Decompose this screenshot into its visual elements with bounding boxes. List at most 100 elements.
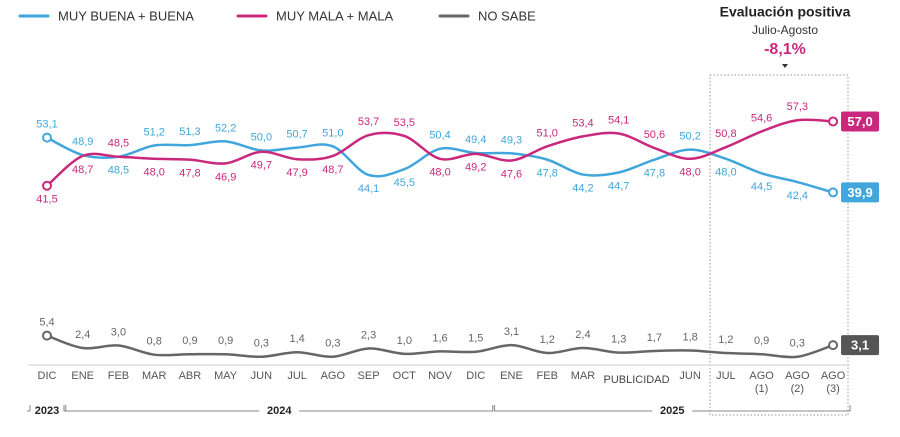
- value-label: 1,6: [432, 332, 447, 344]
- x-tick-label: AGO: [320, 370, 346, 382]
- x-tick-label: JUL: [287, 370, 307, 382]
- value-label: 48,7: [322, 164, 343, 176]
- value-label: 1,3: [611, 334, 626, 346]
- value-label: 1,2: [540, 334, 555, 346]
- x-tick-label: MAR: [570, 370, 596, 382]
- value-label: 3,0: [111, 326, 126, 338]
- value-label: 48,0: [715, 167, 736, 179]
- value-label: 48,0: [143, 167, 164, 179]
- value-label: 54,6: [751, 112, 772, 124]
- value-label: 47,8: [537, 168, 558, 180]
- value-label: 50,0: [251, 131, 272, 143]
- x-tick-label: DIC: [466, 370, 486, 382]
- value-label: 2,4: [575, 329, 590, 341]
- value-label: 53,5: [394, 117, 415, 129]
- value-label: 3,1: [504, 326, 519, 338]
- value-label: 0,3: [254, 338, 269, 350]
- end-value-label: 3,1: [851, 338, 869, 353]
- value-label: 44,7: [608, 180, 629, 192]
- x-tick-label: ENE: [71, 370, 95, 382]
- x-tick-label: AGO (3): [820, 370, 846, 395]
- value-label: 45,5: [394, 177, 415, 189]
- series-line: [46, 136, 834, 194]
- value-label: 47,8: [179, 168, 200, 180]
- overlay-label: PUBLICIDAD: [604, 374, 670, 386]
- value-label: 44,5: [751, 181, 772, 193]
- value-label: 51,0: [322, 127, 343, 139]
- value-label: 41,5: [36, 194, 57, 206]
- value-label: 57,3: [787, 101, 808, 113]
- end-marker: [828, 340, 839, 351]
- annotation-subtitle: Julio-Agosto: [752, 23, 818, 37]
- value-label: 2,4: [75, 329, 90, 341]
- end-marker: [42, 132, 52, 143]
- value-label: 42,4: [787, 190, 808, 202]
- value-label: 0,3: [790, 338, 805, 350]
- value-label: 50,8: [715, 128, 736, 140]
- x-tick-label: FEB: [107, 370, 130, 382]
- series-line: [46, 118, 834, 187]
- value-label: 44,2: [572, 182, 593, 194]
- x-tick-label: MAY: [214, 370, 238, 382]
- year-bracket: [65, 405, 494, 412]
- value-label: 1,4: [289, 333, 304, 345]
- end-badge: [841, 111, 880, 132]
- value-label: 0,9: [754, 335, 769, 347]
- year-label: 2023: [35, 405, 59, 417]
- end-value-label: 39,9: [847, 185, 872, 200]
- value-label: 54,1: [608, 114, 629, 126]
- value-label: 0,9: [218, 335, 233, 347]
- value-label: 5,4: [39, 316, 54, 328]
- year-bracket: [493, 405, 851, 412]
- value-label: 0,8: [147, 336, 162, 348]
- annotation-title: Evaluación positiva: [720, 4, 851, 20]
- value-label: 46,9: [215, 171, 236, 183]
- value-label: 50,7: [286, 129, 307, 141]
- value-label: 1,2: [718, 334, 733, 346]
- end-badge: [841, 335, 880, 356]
- end-marker: [42, 330, 52, 341]
- series-line: [46, 334, 834, 359]
- value-label: 51,2: [143, 126, 164, 138]
- value-label: 48,9: [72, 136, 93, 148]
- value-label: 53,4: [572, 117, 593, 129]
- x-tick-label: OCT: [392, 370, 416, 382]
- x-tick-label: JUN: [250, 370, 273, 382]
- x-tick-label: DIC: [37, 370, 57, 382]
- year-label: 2024: [267, 405, 292, 417]
- x-tick-label: ENE: [500, 370, 523, 382]
- value-label: 1,8: [682, 331, 697, 343]
- value-label: 51,0: [537, 127, 558, 139]
- value-label: 53,1: [36, 119, 57, 131]
- value-label: 1,5: [468, 333, 483, 345]
- value-label: 1,0: [397, 335, 412, 347]
- x-tick-label: ABR: [178, 370, 202, 382]
- value-label: 47,9: [286, 167, 307, 179]
- value-label: 50,4: [429, 130, 450, 142]
- end-marker: [42, 180, 52, 191]
- value-label: 48,5: [108, 165, 129, 177]
- value-label: 49,7: [251, 160, 272, 172]
- value-label: 48,0: [429, 167, 450, 179]
- legend-label: MUY MALA + MALA: [276, 8, 393, 23]
- x-tick-label: NOV: [428, 370, 452, 382]
- value-label: 0,3: [325, 338, 340, 350]
- highlight-box: [709, 74, 849, 416]
- value-label: 1,7: [647, 332, 662, 344]
- x-tick-label: JUN: [679, 370, 701, 382]
- x-tick-label: AGO (1): [749, 370, 774, 395]
- legend-label: MUY BUENA + BUENA: [58, 8, 194, 23]
- end-marker: [828, 187, 839, 198]
- value-label: 44,1: [358, 183, 379, 195]
- value-label: 48,5: [108, 138, 129, 150]
- value-label: 49,2: [465, 162, 486, 174]
- legend-label: NO SABE: [478, 8, 536, 23]
- value-label: 51,3: [179, 126, 200, 138]
- value-label: 53,7: [358, 116, 379, 128]
- value-label: 0,9: [182, 335, 197, 347]
- year-label: 2025: [660, 405, 684, 417]
- x-tick-label: MAR: [141, 370, 167, 382]
- x-tick-label: AGO (2): [785, 370, 810, 395]
